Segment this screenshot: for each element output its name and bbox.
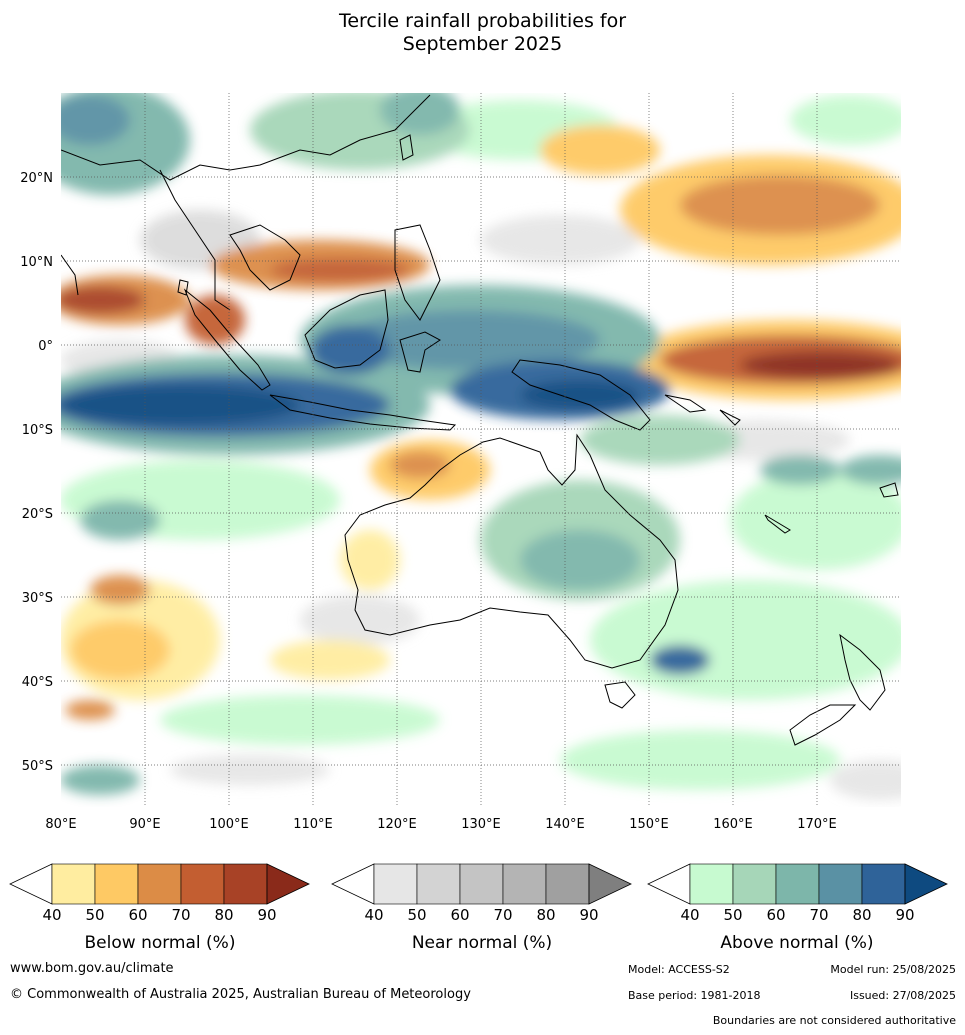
colorbar-above: 40 50 60 70 80 90 [646,862,951,926]
colorbar-above-svg: 40 50 60 70 80 90 [647,863,948,924]
longitude-label: 140°E [545,817,585,832]
colorbar-high-extend [266,863,310,905]
longitude-label: 100°E [209,817,249,832]
colorbar-low-extend [331,863,375,905]
longitude-label: 110°E [293,817,333,832]
longitude-label: 170°E [797,817,837,832]
colorbar-segment [775,863,820,905]
base-period-text: Base period: 1981-2018 [628,989,761,1002]
latitude-labels: 20°N 10°N 0° 10°S 20°S 30°S 40°S 50°S [20,171,53,774]
colorbar-segment [373,863,418,905]
colorbar-tick-label: 40 [364,906,383,922]
colorbar-segment [861,863,906,905]
map-area: 20°N 10°N 0° 10°S 20°S 30°S 40°S 50°S 80°E 90°E 1… [20,93,901,832]
colorbar-below-svg: 40 50 60 70 80 90 [9,863,310,924]
colorbar-below: 40 50 60 70 80 90 [8,862,313,926]
colorbar-tick-label: 80 [536,906,555,922]
colorbar-segment [180,863,225,905]
website-link[interactable]: www.bom.gov.au/climate [10,961,174,976]
colorbar-tick-label: 90 [579,906,598,922]
colorbar-tick-label: 50 [723,906,742,922]
colorbar-segment [51,863,96,905]
title-line-2: September 2025 [402,33,563,55]
colorbar-low-extend [9,863,53,905]
colorbar-tick-label: 70 [171,906,190,922]
colorbar-near: 40 50 60 70 80 90 [330,862,635,926]
latitude-label: 10°N [20,255,53,270]
longitude-label: 150°E [629,817,669,832]
colorbar-segment [818,863,863,905]
title-line-1: Tercile rainfall probabilities for [338,10,627,32]
latitude-label: 20°N [20,171,53,186]
colorbar-segment [416,863,461,905]
colorbar-tick-label: 40 [680,906,699,922]
probability-field [61,93,901,807]
colorbar-tick-label: 60 [766,906,785,922]
latitude-label: 10°S [22,423,53,438]
latitude-label: 0° [38,339,53,354]
below-normal-title: Below normal (%) [84,933,236,953]
colorbar-near-svg: 40 50 60 70 80 90 [331,863,632,924]
latitude-label: 50°S [22,759,53,774]
longitude-label: 90°E [129,817,160,832]
colorbar-high-extend [904,863,948,905]
colorbar-high-extend [588,863,632,905]
colorbar-tick-label: 60 [450,906,469,922]
longitude-labels: 80°E 90°E 100°E 110°E 120°E 130°E 140°E 150°E 16… [45,817,836,832]
grid-lines [61,93,901,807]
latitude-label: 30°S [22,591,53,606]
latitude-label: 40°S [22,675,53,690]
colorbar-segment [459,863,504,905]
longitude-label: 80°E [45,817,76,832]
colorbar-segment [137,863,182,905]
rainfall-probability-map: 20°N 10°N 0° 10°S 20°S 30°S 40°S 50°S 80°E 90°E 1… [20,93,901,832]
above-normal-title: Above normal (%) [720,933,874,953]
model-text: Model: ACCESS-S2 [628,963,730,976]
colorbar-segment [502,863,547,905]
near-normal-title: Near normal (%) [411,933,553,953]
longitude-label: 160°E [713,817,753,832]
colorbar-tick-label: 50 [85,906,104,922]
disclaimer-text: Boundaries are not considered authoritat… [712,1014,956,1027]
colorbar-tick-label: 90 [257,906,276,922]
coastlines [61,94,899,746]
colorbar-tick-label: 50 [407,906,426,922]
colorbar-tick-label: 80 [214,906,233,922]
latitude-label: 20°S [22,507,53,522]
colorbar-tick-label: 70 [493,906,512,922]
longitude-label: 130°E [461,817,501,832]
colorbar-tick-label: 60 [128,906,147,922]
colorbar-tick-label: 70 [809,906,828,922]
colorbar-low-extend [647,863,691,905]
issued-text: Issued: 27/08/2025 [849,989,956,1002]
colorbar-segment [732,863,777,905]
colorbar-segment [689,863,734,905]
longitude-label: 120°E [377,817,417,832]
colorbar-segment [223,863,268,905]
colorbar-segment [545,863,590,905]
model-run-text: Model run: 25/08/2025 [830,963,956,976]
copyright-text: © Commonwealth of Australia 2025, Austra… [10,987,471,1002]
colorbar-tick-label: 40 [42,906,61,922]
colorbar-segment [94,863,139,905]
colorbar-tick-label: 80 [852,906,871,922]
colorbar-tick-label: 90 [895,906,914,922]
map-title: Tercile rainfall probabilities for Septe… [0,10,965,56]
